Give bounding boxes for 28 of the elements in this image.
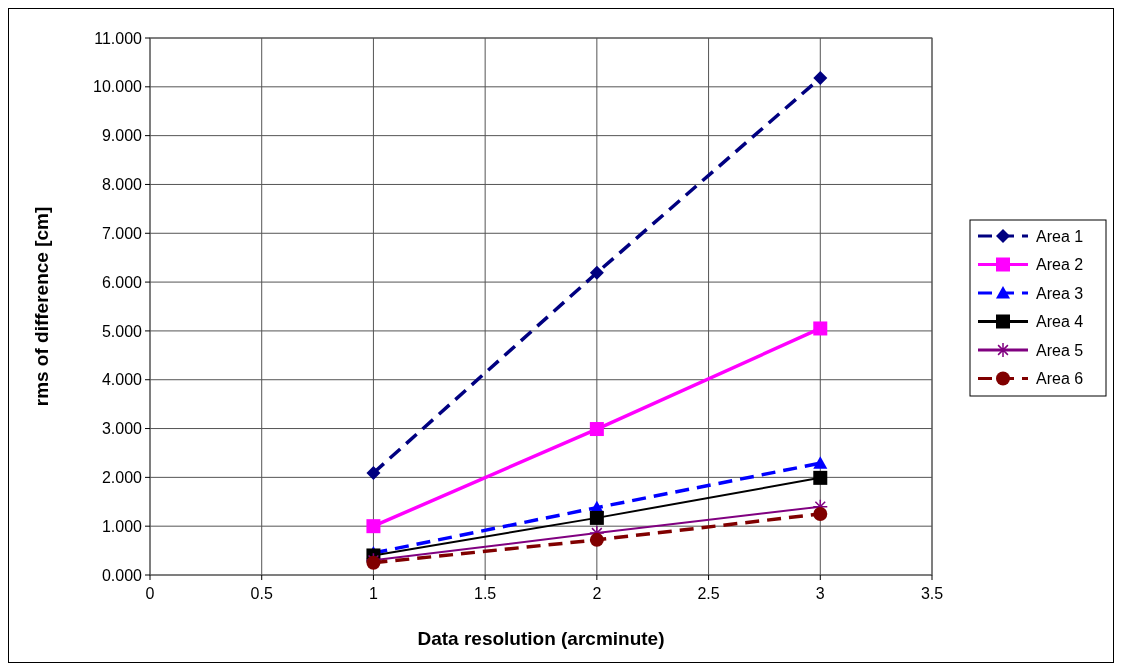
x-tick-label: 2.5 (697, 585, 720, 602)
y-tick-label: 7.000 (101, 224, 143, 242)
x-tick-label: 0 (145, 585, 155, 602)
y-tick-label: 9.000 (101, 127, 143, 145)
y-tick-label: 5.000 (101, 322, 143, 340)
x-tick-label: 0.5 (250, 585, 273, 602)
legend-label: Area 4 (1036, 313, 1084, 331)
y-tick-label: 6.000 (101, 273, 143, 291)
y-tick-label: 0.000 (101, 566, 143, 584)
x-tick-label: 1.5 (474, 585, 497, 602)
x-tick-label: 1 (368, 585, 378, 602)
y-axis-title: rms of difference [cm] (31, 206, 52, 407)
y-tick-label: 4.000 (101, 371, 143, 389)
x-tick-label: 2 (592, 585, 602, 602)
x-tick-label: 3.5 (920, 585, 944, 602)
legend-label: Area 6 (1036, 370, 1084, 388)
y-tick-label: 11.000 (94, 29, 143, 47)
legend-label: Area 3 (1036, 284, 1084, 302)
y-tick-label: 3.000 (101, 420, 143, 438)
legend-label: Area 5 (1036, 341, 1084, 359)
y-tick-label: 10.000 (93, 78, 143, 96)
legend-label: Area 2 (1036, 256, 1084, 274)
x-tick-label: 3 (815, 585, 825, 602)
y-tick-label: 2.000 (101, 468, 143, 486)
legend-label: Area 1 (1036, 227, 1084, 245)
x-axis-title: Data resolution (arcminute) (417, 628, 665, 649)
y-tick-label: 1.000 (101, 517, 143, 535)
y-tick-label: 8.000 (101, 176, 143, 194)
